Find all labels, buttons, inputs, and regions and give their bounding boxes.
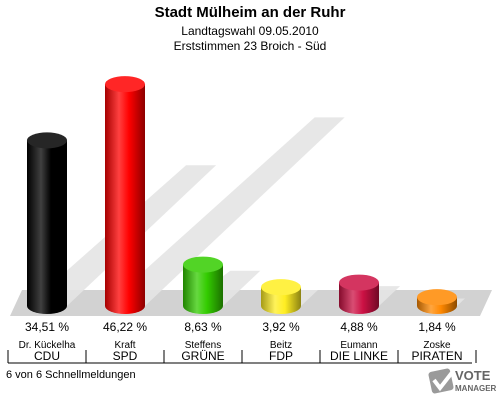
chart-subtitle-election: Landtagswahl 09.05.2010 <box>181 24 319 38</box>
value-label-fdp: 3,92 % <box>262 320 300 334</box>
party-label-fdp: FDP <box>269 349 293 363</box>
value-label-grüne: 8,63 % <box>184 320 222 334</box>
party-label-piraten: PIRATEN <box>411 349 462 363</box>
logo-word-vote: VOTE <box>455 368 491 383</box>
bar-grüne <box>183 264 223 314</box>
party-label-grüne: GRÜNE <box>181 349 224 363</box>
bar-top-spd <box>105 76 145 93</box>
value-label-piraten: 1,84 % <box>418 320 456 334</box>
candidate-label-grüne: Steffens <box>185 340 222 351</box>
candidate-label-piraten: Zoske <box>423 340 451 351</box>
logo-word-manager: MANAGER <box>455 384 497 393</box>
bar-cdu <box>27 140 67 314</box>
bar-top-fdp <box>261 279 301 296</box>
value-label-die-linke: 4,88 % <box>340 320 378 334</box>
candidate-label-fdp: Beitz <box>270 340 292 351</box>
value-label-cdu: 34,51 % <box>25 320 69 334</box>
bar-top-piraten <box>417 289 457 306</box>
party-label-die-linke: DIE LINKE <box>330 349 388 363</box>
bar-die-linke <box>339 282 379 314</box>
value-label-spd: 46,22 % <box>103 320 147 334</box>
party-label-spd: SPD <box>113 349 138 363</box>
bar-spd <box>105 84 145 314</box>
bar-top-cdu <box>27 132 67 149</box>
party-label-cdu: CDU <box>34 349 60 363</box>
candidate-label-die-linke: Eumann <box>340 340 377 351</box>
chart-subtitle-district: Erststimmen 23 Broich - Süd <box>173 39 327 53</box>
bar-top-grüne <box>183 256 223 273</box>
candidate-label-cdu: Dr. Kückelha <box>19 340 76 351</box>
bar-top-die-linke <box>339 274 379 291</box>
candidate-label-spd: Kraft <box>114 340 135 351</box>
chart-title: Stadt Mülheim an der Ruhr <box>154 4 346 21</box>
status-text: 6 von 6 Schnellmeldungen <box>6 369 136 381</box>
bar-shadow-spd <box>105 117 345 307</box>
votemanager-logo <box>428 366 498 398</box>
check-icon <box>428 368 456 394</box>
